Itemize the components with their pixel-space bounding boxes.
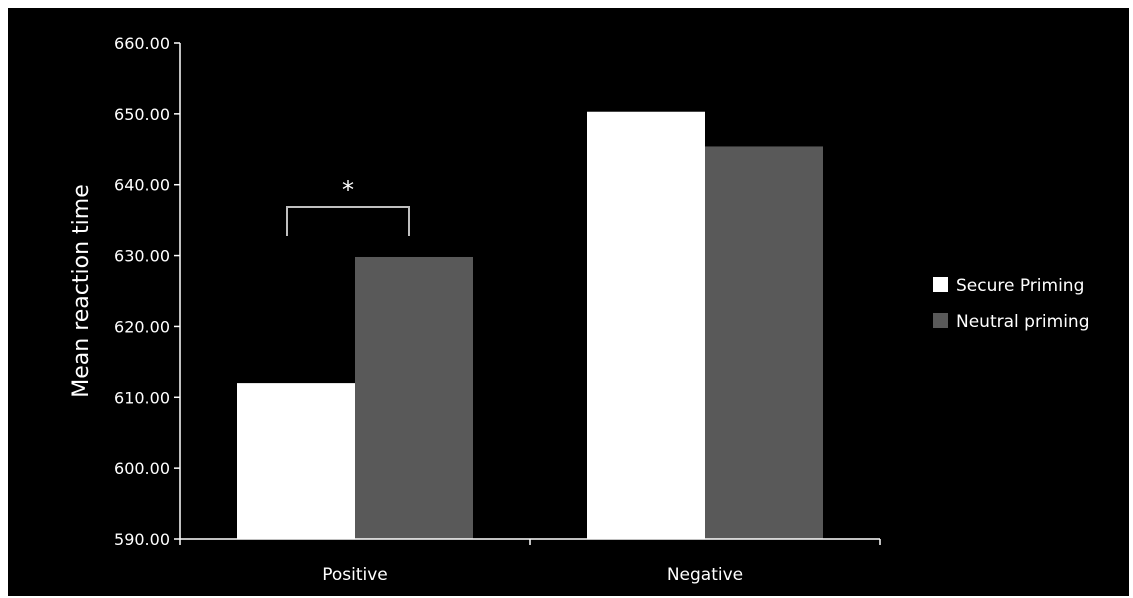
y-tick-label: 640.00 [114, 176, 170, 195]
legend-label: Neutral priming [956, 312, 1090, 332]
y-tick-label: 650.00 [114, 105, 170, 124]
significance-bracket [286, 206, 410, 236]
legend-swatch [933, 313, 948, 328]
bar-negative-secure-priming [587, 111, 705, 539]
y-axis-title: Mean reaction time [69, 184, 94, 397]
bars [237, 111, 823, 540]
legend-swatch [933, 277, 948, 292]
y-tick-label: 610.00 [114, 388, 170, 407]
y-tick-label: 630.00 [114, 247, 170, 266]
significance-annotations: * [286, 176, 410, 236]
chart-background [8, 8, 1129, 596]
y-axis-ticks: 590.00 600.00 610.00 620.00 630.00 640.00 650.… [114, 34, 180, 549]
x-axis-ticks: Positive Negative [179, 539, 881, 585]
legend-label: Secure Priming [956, 276, 1084, 296]
y-tick-label: 600.00 [114, 459, 170, 478]
y-tick-label: 660.00 [114, 34, 170, 53]
bar-negative-neutral-priming [705, 146, 823, 540]
x-category-label: Positive [322, 565, 388, 585]
significance-star: * [342, 176, 354, 204]
bar-positive-neutral-priming [355, 256, 473, 539]
x-category-label: Negative [667, 565, 743, 585]
legend: Secure Priming Neutral priming [933, 276, 1090, 332]
y-tick-label: 620.00 [114, 317, 170, 336]
bar-positive-secure-priming [237, 383, 355, 539]
y-tick-label: 590.00 [114, 530, 170, 549]
